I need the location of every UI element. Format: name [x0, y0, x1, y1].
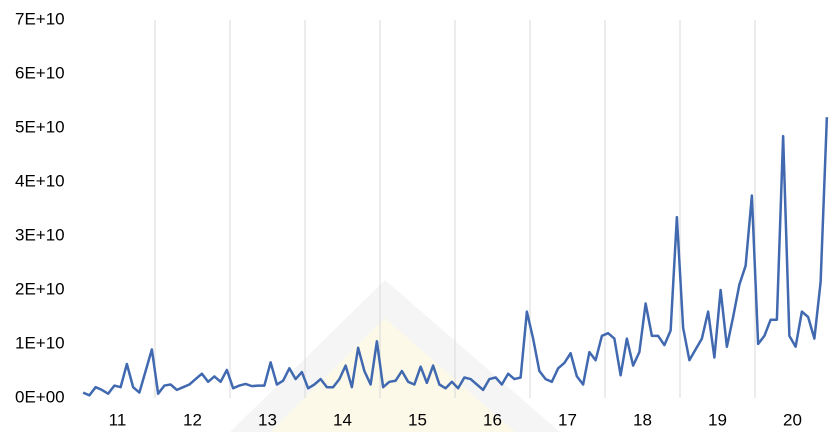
y-tick-label: 4E+10 [15, 171, 65, 190]
watermark [230, 280, 560, 432]
x-tick-label: 12 [183, 410, 202, 429]
x-tick-label: 15 [408, 410, 427, 429]
x-tick-label: 11 [109, 410, 127, 429]
y-tick-label: 6E+10 [15, 63, 65, 82]
y-tick-label: 5E+10 [15, 117, 65, 136]
y-tick-label: 2E+10 [15, 279, 65, 298]
x-tick-label: 13 [258, 410, 277, 429]
x-tick-label: 19 [708, 410, 727, 429]
x-tick-label: 16 [483, 410, 502, 429]
x-tick-label: 14 [333, 410, 352, 429]
x-tick-label: 18 [633, 410, 652, 429]
x-tick-label: 20 [783, 410, 802, 429]
y-tick-label: 1E+10 [15, 333, 65, 352]
y-tick-label: 0E+00 [15, 387, 65, 406]
y-tick-label: 7E+10 [15, 9, 65, 28]
x-tick-label: 17 [558, 410, 577, 429]
y-tick-label: 3E+10 [15, 225, 65, 244]
data-line [82, 117, 829, 397]
